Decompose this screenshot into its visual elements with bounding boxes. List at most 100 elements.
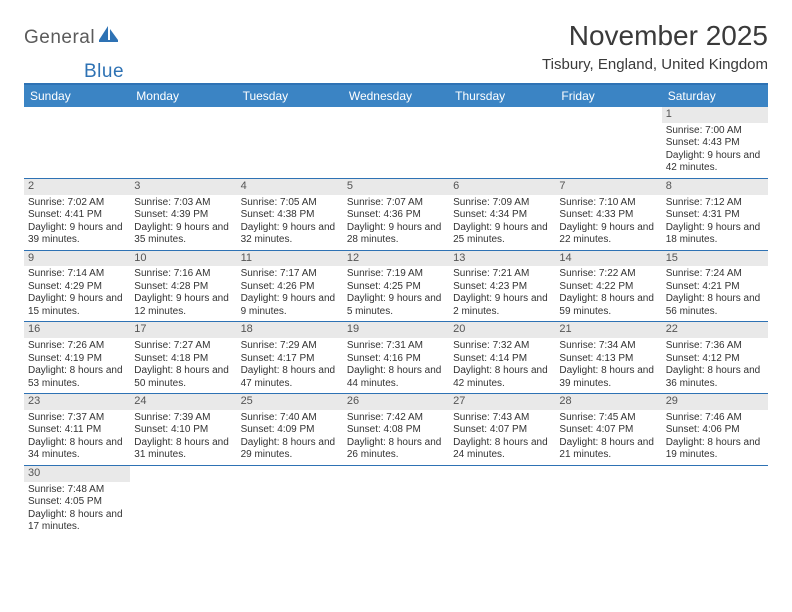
sunset-text: Sunset: 4:16 PM [347,353,445,366]
daylight-text: Daylight: 8 hours and 36 minutes. [666,365,764,390]
day-number: 3 [130,179,236,195]
logo-text-general: General [24,27,95,49]
calendar-empty-cell [130,465,236,536]
day-number: 28 [555,394,661,410]
day-number: 4 [237,179,343,195]
month-title: November 2025 [542,20,768,52]
day-number: 16 [24,322,130,338]
calendar-day-cell: 2Sunrise: 7:02 AMSunset: 4:41 PMDaylight… [24,178,130,250]
calendar-week-row: 16Sunrise: 7:26 AMSunset: 4:19 PMDayligh… [24,322,768,394]
day-number: 21 [555,322,661,338]
daylight-text: Daylight: 8 hours and 47 minutes. [241,365,339,390]
day-number: 22 [662,322,768,338]
calendar-empty-cell [343,465,449,536]
day-number: 7 [555,179,661,195]
calendar-day-cell: 8Sunrise: 7:12 AMSunset: 4:31 PMDaylight… [662,178,768,250]
calendar-day-cell: 1Sunrise: 7:00 AMSunset: 4:43 PMDaylight… [662,107,768,178]
daylight-text: Daylight: 9 hours and 18 minutes. [666,222,764,247]
sunset-text: Sunset: 4:26 PM [241,281,339,294]
title-block: November 2025 Tisbury, England, United K… [542,20,768,73]
calendar-day-cell: 22 Sunrise: 7:36 AMSunset: 4:12 PMDayligh… [662,322,768,394]
daylight-text: Daylight: 8 hours and 26 minutes. [347,437,445,462]
calendar-week-row: 2Sunrise: 7:02 AMSunset: 4:41 PMDaylight… [24,178,768,250]
daylight-text: Daylight: 9 hours and 22 minutes. [559,222,657,247]
sunset-text: Sunset: 4:28 PM [134,281,232,294]
sunset-text: Sunset: 4:33 PM [559,209,657,222]
sunset-text: Sunset: 4:34 PM [453,209,551,222]
sunset-text: Sunset: 4:08 PM [347,424,445,437]
daylight-text: Daylight: 8 hours and 21 minutes. [559,437,657,462]
sunrise-text: Sunrise: 7:21 AM [453,268,551,281]
day-number: 15 [662,251,768,267]
calendar-day-cell: 29Sunrise: 7:46 AMSunset: 4:06 PMDayligh… [662,394,768,466]
daylight-text: Daylight: 9 hours and 35 minutes. [134,222,232,247]
calendar-day-cell: 9Sunrise: 7:14 AMSunset: 4:29 PMDaylight… [24,250,130,322]
sunset-text: Sunset: 4:14 PM [453,353,551,366]
calendar-day-cell: 4Sunrise: 7:05 AMSunset: 4:38 PMDaylight… [237,178,343,250]
daylight-text: Daylight: 8 hours and 56 minutes. [666,293,764,318]
day-number: 5 [343,179,449,195]
sunset-text: Sunset: 4:39 PM [134,209,232,222]
day-number: 25 [237,394,343,410]
sunrise-text: Sunrise: 7:07 AM [347,197,445,210]
calendar-empty-cell [343,107,449,178]
daylight-text: Daylight: 9 hours and 25 minutes. [453,222,551,247]
sunrise-text: Sunrise: 7:27 AM [134,340,232,353]
sunrise-text: Sunrise: 7:31 AM [347,340,445,353]
sunset-text: Sunset: 4:12 PM [666,353,764,366]
calendar-day-cell: 23Sunrise: 7:37 AMSunset: 4:11 PMDayligh… [24,394,130,466]
day-number: 6 [449,179,555,195]
calendar-week-row: 23Sunrise: 7:37 AMSunset: 4:11 PMDayligh… [24,394,768,466]
calendar-day-cell: 14Sunrise: 7:22 AMSunset: 4:22 PMDayligh… [555,250,661,322]
day-number: 12 [343,251,449,267]
daylight-text: Daylight: 9 hours and 28 minutes. [347,222,445,247]
sunrise-text: Sunrise: 7:24 AM [666,268,764,281]
daylight-text: Daylight: 8 hours and 29 minutes. [241,437,339,462]
day-header-monday: Monday [130,84,236,107]
day-header-sunday: Sunday [24,84,130,107]
daylight-text: Daylight: 8 hours and 31 minutes. [134,437,232,462]
sunset-text: Sunset: 4:41 PM [28,209,126,222]
sunrise-text: Sunrise: 7:09 AM [453,197,551,210]
day-number: 18 [237,322,343,338]
sunset-text: Sunset: 4:10 PM [134,424,232,437]
page-header: General November 2025 Tisbury, England, … [24,20,768,73]
calendar-empty-cell [662,465,768,536]
calendar-day-cell: 24Sunrise: 7:39 AMSunset: 4:10 PMDayligh… [130,394,236,466]
sunrise-text: Sunrise: 7:05 AM [241,197,339,210]
calendar-day-cell: 30Sunrise: 7:48 AMSunset: 4:05 PMDayligh… [24,465,130,536]
logo-sail-icon [99,26,119,47]
calendar-day-cell: 3Sunrise: 7:03 AMSunset: 4:39 PMDaylight… [130,178,236,250]
day-number: 20 [449,322,555,338]
calendar-day-cell: 25Sunrise: 7:40 AMSunset: 4:09 PMDayligh… [237,394,343,466]
daylight-text: Daylight: 8 hours and 42 minutes. [453,365,551,390]
day-header-row: Sunday Monday Tuesday Wednesday Thursday… [24,84,768,107]
sunrise-text: Sunrise: 7:36 AM [666,340,764,353]
sunset-text: Sunset: 4:06 PM [666,424,764,437]
sunrise-text: Sunrise: 7:14 AM [28,268,126,281]
daylight-text: Daylight: 8 hours and 53 minutes. [28,365,126,390]
daylight-text: Daylight: 8 hours and 39 minutes. [559,365,657,390]
sunset-text: Sunset: 4:21 PM [666,281,764,294]
calendar-day-cell: 5Sunrise: 7:07 AMSunset: 4:36 PMDaylight… [343,178,449,250]
day-number: 13 [449,251,555,267]
day-number: 1 [662,107,768,123]
calendar-day-cell: 27Sunrise: 7:43 AMSunset: 4:07 PMDayligh… [449,394,555,466]
daylight-text: Daylight: 9 hours and 9 minutes. [241,293,339,318]
sunset-text: Sunset: 4:07 PM [453,424,551,437]
sunset-text: Sunset: 4:19 PM [28,353,126,366]
sunrise-text: Sunrise: 7:17 AM [241,268,339,281]
calendar-day-cell: 7Sunrise: 7:10 AMSunset: 4:33 PMDaylight… [555,178,661,250]
calendar-empty-cell [555,107,661,178]
calendar-empty-cell [24,107,130,178]
sunrise-text: Sunrise: 7:34 AM [559,340,657,353]
sunset-text: Sunset: 4:18 PM [134,353,232,366]
sunrise-text: Sunrise: 7:19 AM [347,268,445,281]
day-header-saturday: Saturday [662,84,768,107]
day-number: 19 [343,322,449,338]
daylight-text: Daylight: 9 hours and 12 minutes. [134,293,232,318]
calendar-day-cell: 26Sunrise: 7:42 AMSunset: 4:08 PMDayligh… [343,394,449,466]
daylight-text: Daylight: 9 hours and 5 minutes. [347,293,445,318]
day-number: 29 [662,394,768,410]
day-number: 30 [24,466,130,482]
